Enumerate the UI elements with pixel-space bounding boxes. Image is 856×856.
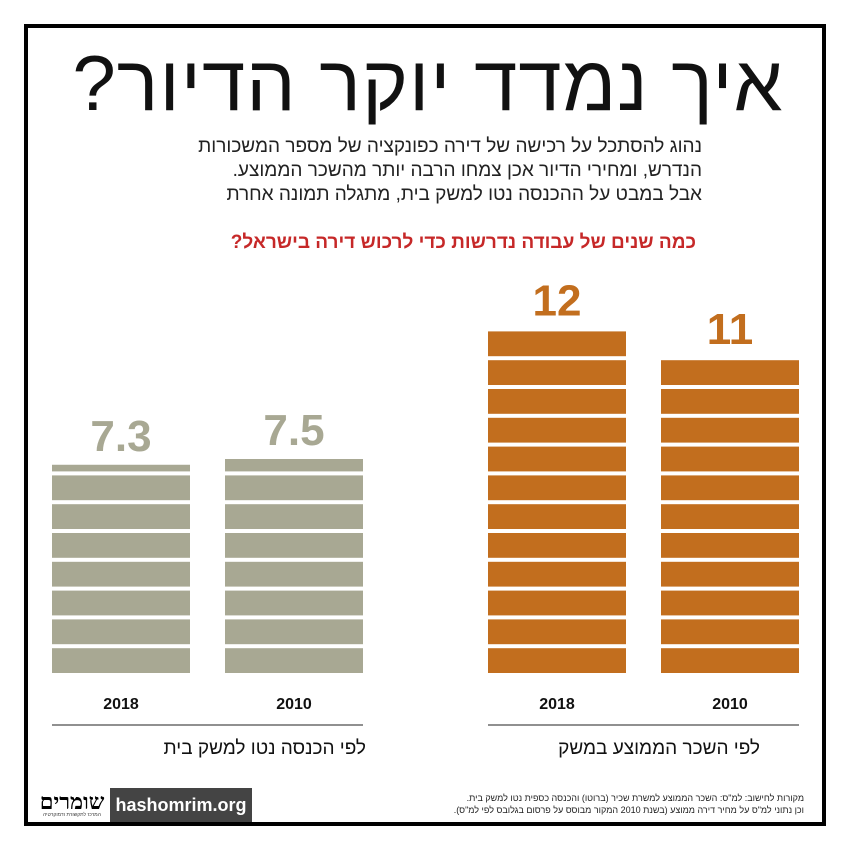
sources-note: מקורות לחישוב: למ"ס: השכר הממוצע למשרת ש… — [404, 792, 804, 816]
bar-brick — [225, 648, 363, 673]
bar-brick — [52, 590, 190, 616]
bar-value-label: 7.3 — [90, 412, 151, 461]
intro-line: נהוג להסתכל על רכישה של דירה כפונקציה של… — [198, 136, 702, 157]
bar-brick — [488, 417, 626, 443]
bar-brick-partial — [225, 459, 363, 472]
bar-brick — [661, 360, 799, 385]
bar-brick — [488, 533, 626, 558]
x-tick-label: 2018 — [103, 696, 139, 713]
logo-subtitle: המרכז לתקשורת ודמוקרטיה — [43, 812, 101, 818]
x-tick-label: 2018 — [539, 696, 575, 713]
intro-line: הנדרש, ומחירי הדיור אכן צמחו הרבה יותר מ… — [232, 160, 702, 181]
bar-brick — [488, 331, 626, 357]
bar-brick — [661, 648, 799, 673]
bar-brick — [225, 590, 363, 616]
bar-brick — [488, 648, 626, 673]
logo-wordmark: שומרים — [39, 789, 105, 815]
bar-brick — [225, 533, 363, 558]
bar-brick — [52, 619, 190, 645]
bar-brick — [661, 561, 799, 587]
caption-average-salary: לפי השכר הממוצע במשק — [558, 738, 760, 759]
bar-brick — [488, 446, 626, 472]
bar-brick — [52, 504, 190, 529]
bar-brick — [488, 590, 626, 616]
bar-brick — [661, 590, 799, 616]
page-title: איך נמדד יוקר הדיור? — [72, 39, 784, 127]
bar-brick — [488, 360, 626, 385]
bar-brick — [488, 561, 626, 587]
frame-border — [24, 24, 826, 826]
bar-brick — [225, 504, 363, 529]
bar-brick — [661, 389, 799, 414]
bar-brick-partial — [52, 464, 190, 472]
bar-brick — [52, 648, 190, 673]
hashomrim-logo: שומרים המרכז לתקשורת ודמוקרטיה — [36, 788, 108, 822]
bar-brick — [52, 475, 190, 501]
site-url-link[interactable]: hashomrim.org — [110, 788, 252, 822]
bar-brick — [488, 504, 626, 529]
bar-brick — [225, 475, 363, 501]
bar-brick — [488, 619, 626, 645]
x-tick-label: 2010 — [712, 696, 748, 713]
bar-value-label: 7.5 — [263, 406, 324, 455]
caption-household-income: לפי הכנסה נטו למשק בית — [163, 738, 366, 759]
bar-brick — [661, 533, 799, 558]
intro-text: נהוג להסתכל על רכישה של דירה כפונקציה של… — [150, 135, 702, 207]
bar-brick — [661, 446, 799, 472]
bar-brick — [225, 561, 363, 587]
bar-brick — [661, 619, 799, 645]
intro-line: אבל במבט על ההכנסה נטו למשק בית, מתגלה ת… — [226, 184, 702, 205]
sources-line: וכן נתוני למ"ס על מחיר דירה ממוצע (בשנת … — [453, 805, 804, 815]
bar-value-label: 11 — [707, 305, 754, 354]
bar-brick — [661, 475, 799, 501]
sources-line: מקורות לחישוב: למ"ס: השכר הממוצע למשרת ש… — [466, 793, 804, 803]
bar-brick — [225, 619, 363, 645]
chart-question: כמה שנים של עבודה נדרשות כדי לרכוש דירה … — [230, 232, 696, 253]
bar-value-label: 12 — [533, 276, 582, 325]
bar-brick — [52, 533, 190, 558]
bar-brick — [488, 475, 626, 501]
bar-brick — [52, 561, 190, 587]
x-tick-label: 2010 — [276, 696, 312, 713]
bar-brick — [661, 417, 799, 443]
bar-brick — [488, 389, 626, 414]
bar-brick — [661, 504, 799, 529]
